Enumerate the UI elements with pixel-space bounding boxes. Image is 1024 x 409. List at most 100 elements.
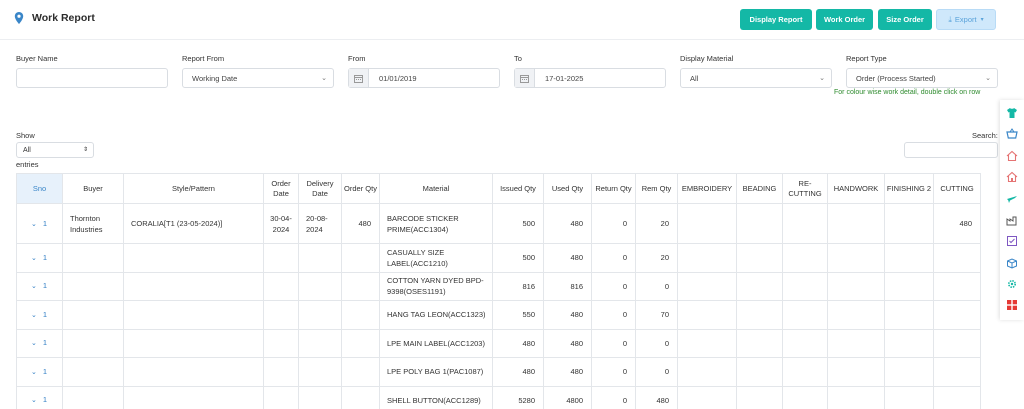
top-bar: Work Report Display Report Work Order Si… (0, 0, 1024, 40)
calendar-icon (349, 69, 369, 87)
buyer-name-label: Buyer Name (16, 54, 58, 63)
column-header-delivery-date[interactable]: Delivery Date (298, 173, 342, 204)
row-sno[interactable]: ⌄ 1 (16, 300, 63, 330)
handwork-cell (827, 385, 885, 409)
from-date-input[interactable]: 01/01/2019 (348, 68, 500, 88)
size-order-button[interactable]: Size Order (878, 9, 932, 30)
basket-icon[interactable] (1005, 127, 1019, 140)
order-qty-cell (341, 357, 380, 387)
row-sno[interactable]: ⌄ 1 (16, 328, 63, 358)
column-header-used-qty[interactable]: Used Qty (543, 173, 592, 204)
material-cell: HANG TAG LEON(ACC1323) (379, 300, 493, 330)
table-row[interactable]: ⌄ 1 LPE POLY BAG 1(PAC1087) 480 480 0 0 (16, 357, 981, 387)
column-header-cutting[interactable]: CUTTING (933, 173, 981, 204)
buyer-name-input[interactable] (16, 68, 168, 88)
row-sno[interactable]: ⌄ 1 (16, 357, 63, 387)
tshirt-icon[interactable] (1005, 106, 1019, 119)
export-button[interactable]: ⤓ Export ▾ (936, 9, 996, 30)
expand-chevron-icon[interactable]: ⌄ (31, 220, 37, 228)
report-type-label: Report Type (846, 54, 887, 63)
column-header-order-date[interactable]: Order Date (263, 173, 299, 204)
entries-select[interactable]: All ⇕ (16, 142, 94, 158)
home-outline-icon[interactable] (1005, 170, 1019, 183)
row-sno[interactable]: ⌄ 1 (16, 243, 63, 273)
report-type-select[interactable]: Order (Process Started) ⌄ (846, 68, 998, 88)
gear-icon[interactable] (1005, 277, 1019, 290)
search-label: Search: (972, 131, 998, 140)
order-date-cell (263, 243, 299, 273)
re-cutting-cell (782, 300, 828, 330)
factory-icon[interactable] (1005, 213, 1019, 226)
column-header-rem-qty[interactable]: Rem Qty (635, 173, 678, 204)
expand-chevron-icon[interactable]: ⌄ (31, 368, 37, 376)
cutting-cell: 480 (933, 203, 981, 244)
issued-qty-cell: 500 (492, 203, 544, 244)
sno-value: 1 (42, 366, 48, 376)
display-material-value: All (690, 73, 699, 83)
table-row[interactable]: ⌄ 1 LPE MAIN LABEL(ACC1203) 480 480 0 0 (16, 328, 981, 358)
search-input[interactable] (904, 142, 998, 158)
table-row[interactable]: ⌄ 1 SHELL BUTTON(ACC1289) 5280 4800 0 480 (16, 385, 981, 409)
column-header-order-qty[interactable]: Order Qty (341, 173, 380, 204)
used-qty-cell: 480 (543, 357, 592, 387)
row-sno[interactable]: ⌄ 1 (16, 385, 63, 409)
box-icon[interactable] (1005, 256, 1019, 269)
table-row[interactable]: ⌄ 1 HANG TAG LEON(ACC1323) 550 480 0 70 (16, 300, 981, 330)
return-qty-cell: 0 (591, 385, 636, 409)
page-title: Work Report (32, 12, 95, 24)
expand-chevron-icon[interactable]: ⌄ (31, 397, 37, 405)
issued-qty-cell: 816 (492, 271, 544, 301)
sno-value: 1 (42, 252, 48, 262)
column-header-handwork[interactable]: HANDWORK (827, 173, 885, 204)
checklist-icon[interactable] (1005, 234, 1019, 247)
return-qty-cell: 0 (591, 328, 636, 358)
grid-icon[interactable] (1005, 299, 1019, 312)
column-header-issued-qty[interactable]: Issued Qty (492, 173, 544, 204)
table-row[interactable]: ⌄ 1 Thornton Industries CORALIA[T1 (23-05-2… (16, 203, 981, 244)
cutting-cell (933, 300, 981, 330)
row-sno[interactable]: ⌄ 1 (16, 271, 63, 301)
row-sno[interactable]: ⌄ 1 (16, 203, 63, 244)
expand-chevron-icon[interactable]: ⌄ (31, 283, 37, 291)
report-from-select[interactable]: Working Date ⌄ (182, 68, 334, 88)
used-qty-cell: 480 (543, 203, 592, 244)
column-header-style[interactable]: Style/Pattern (123, 173, 264, 204)
plane-icon[interactable] (1005, 192, 1019, 205)
order-date-cell: 30-04-2024 (263, 203, 299, 244)
display-report-button[interactable]: Display Report (740, 9, 812, 30)
beading-cell (736, 300, 783, 330)
return-qty-cell: 0 (591, 203, 636, 244)
buyer-cell (62, 300, 124, 330)
column-header-re-cutting[interactable]: RE-CUTTING (782, 173, 828, 204)
re-cutting-cell (782, 357, 828, 387)
style-cell (123, 385, 264, 409)
column-header-embroidery[interactable]: EMBROIDERY (677, 173, 737, 204)
return-qty-cell: 0 (591, 243, 636, 273)
cutting-cell (933, 243, 981, 273)
expand-chevron-icon[interactable]: ⌄ (31, 254, 37, 262)
work-order-button[interactable]: Work Order (816, 9, 873, 30)
rem-qty-cell: 480 (635, 385, 678, 409)
display-material-select[interactable]: All ⌄ (680, 68, 832, 88)
style-cell (123, 328, 264, 358)
sno-value: 1 (42, 218, 48, 228)
entries-select-value: All (23, 146, 31, 154)
to-date-value: 17-01-2025 (545, 73, 584, 83)
home-icon[interactable] (1005, 149, 1019, 162)
delivery-date-cell (298, 271, 342, 301)
table-row[interactable]: ⌄ 1 COTTON YARN DYED BPD-9398(OSES1191) 816… (16, 271, 981, 301)
column-header-buyer[interactable]: Buyer (62, 173, 124, 204)
to-date-input[interactable]: 17-01-2025 (514, 68, 666, 88)
re-cutting-cell (782, 328, 828, 358)
expand-chevron-icon[interactable]: ⌄ (31, 311, 37, 319)
cutting-cell (933, 328, 981, 358)
column-header-beading[interactable]: BEADING (736, 173, 783, 204)
column-header-return-qty[interactable]: Return Qty (591, 173, 636, 204)
expand-chevron-icon[interactable]: ⌄ (31, 340, 37, 348)
table-row[interactable]: ⌄ 1 CASUALLY SIZE LABEL(ACC1210) 500 480 0 20 (16, 243, 981, 273)
sno-value: 1 (42, 281, 48, 291)
column-header-finishing-2[interactable]: FINISHING 2 (884, 173, 934, 204)
column-header-material[interactable]: Material (379, 173, 493, 204)
issued-qty-cell: 550 (492, 300, 544, 330)
column-header-sno[interactable]: Sno (16, 173, 63, 204)
